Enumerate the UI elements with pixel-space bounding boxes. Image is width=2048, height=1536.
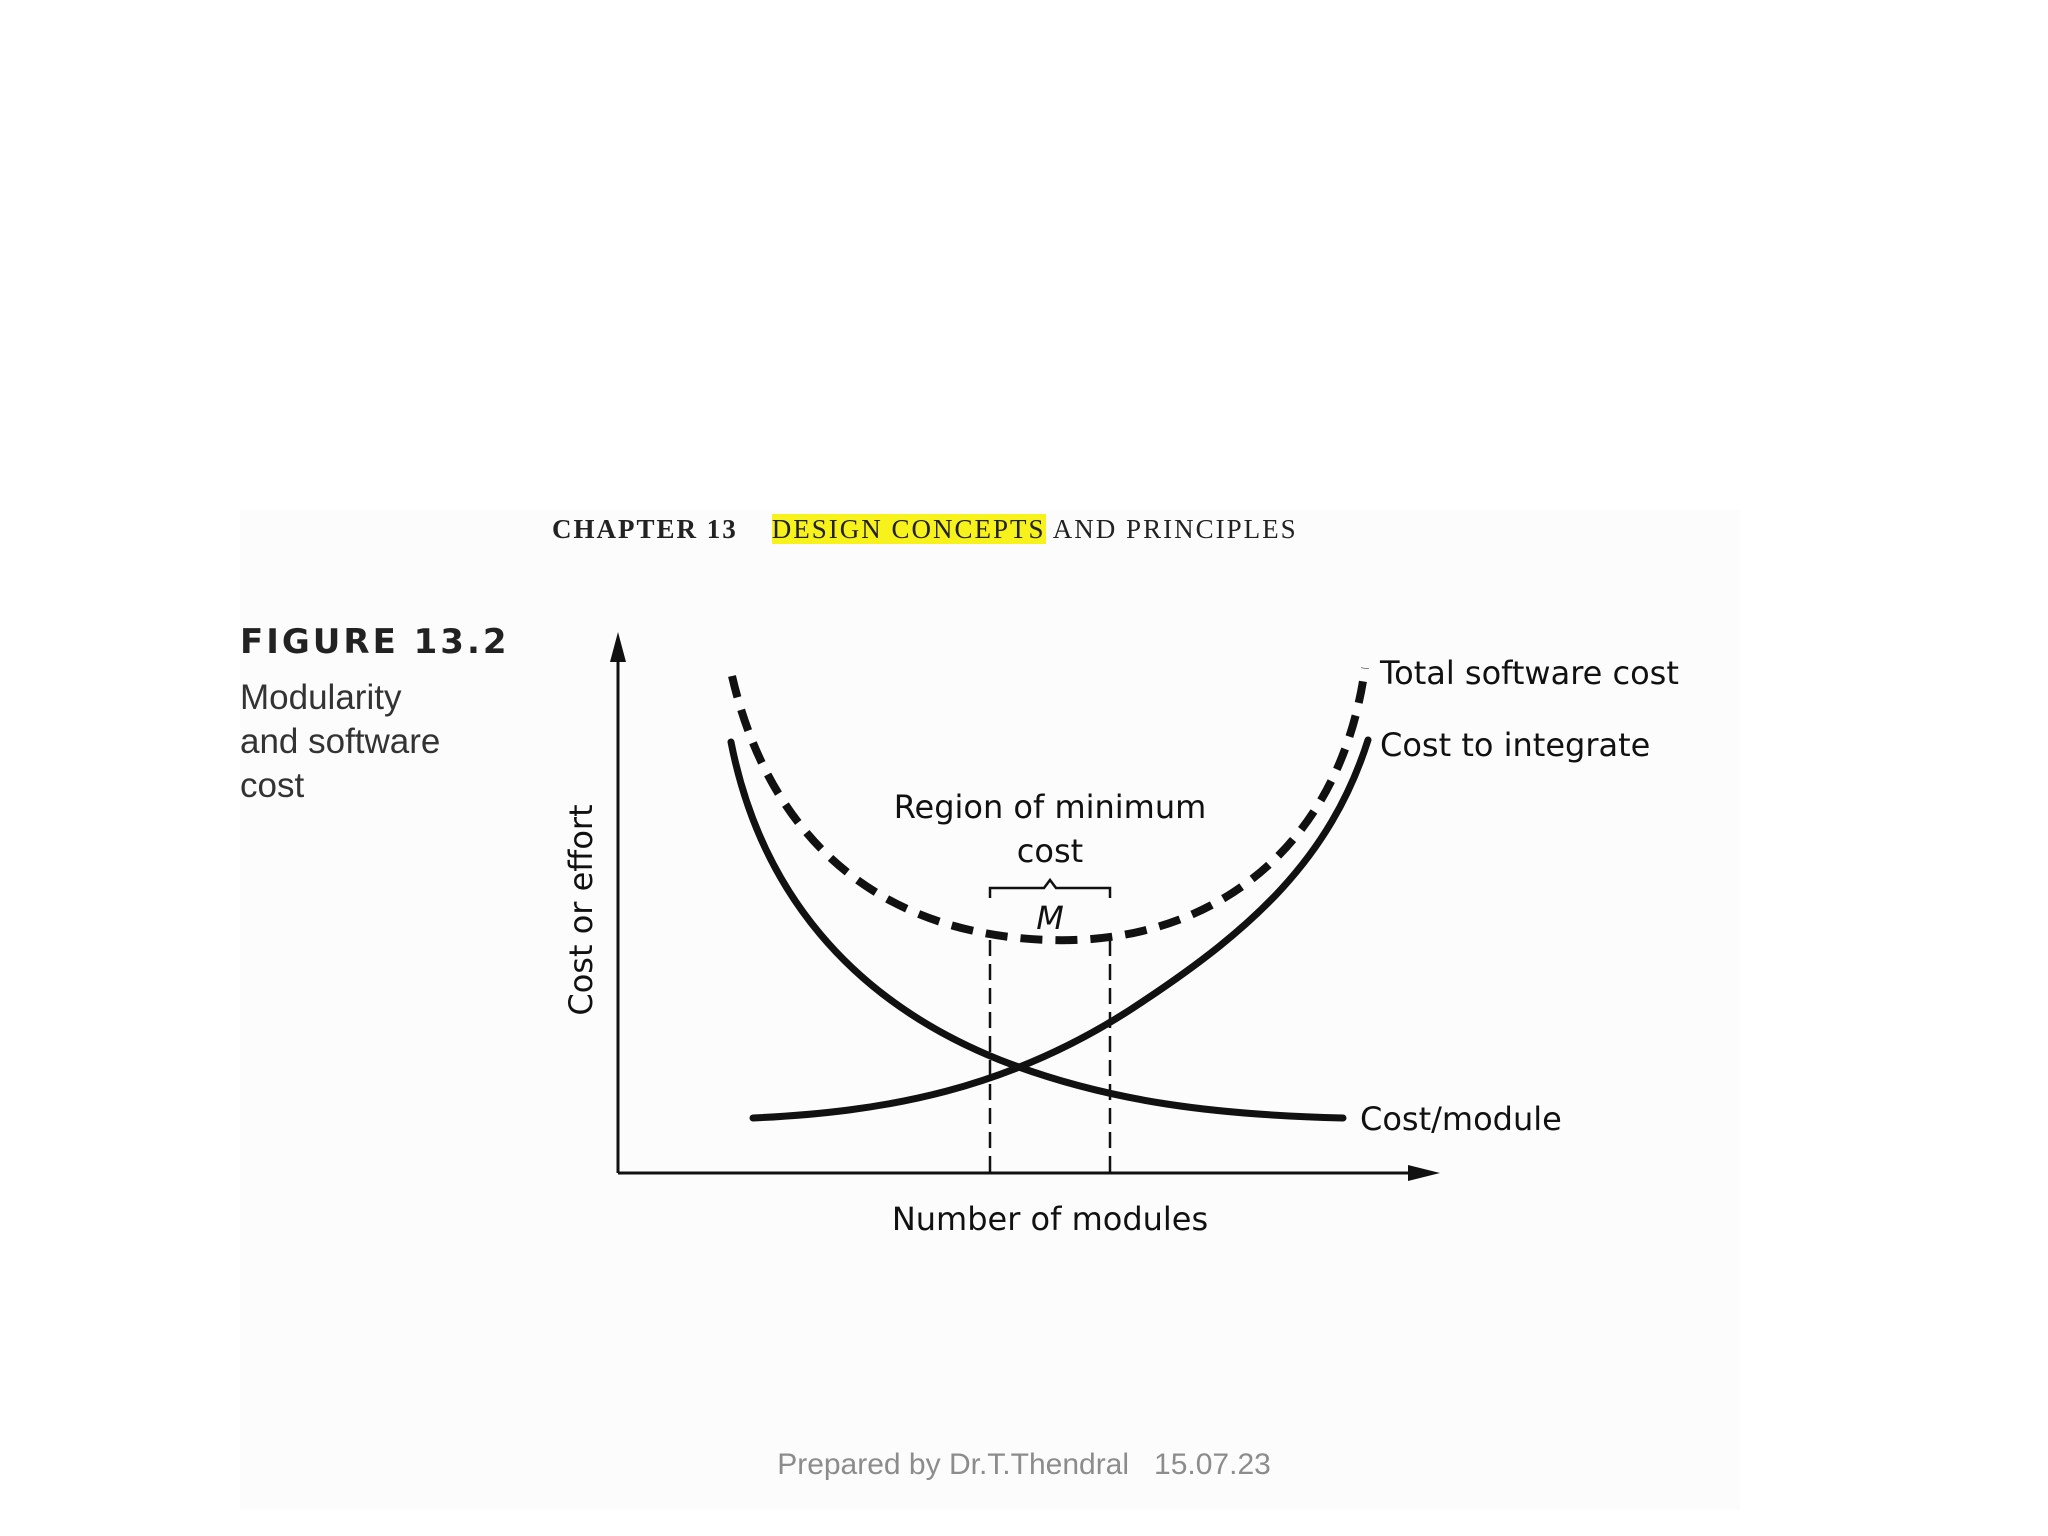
scanned-page-area — [240, 510, 1740, 1510]
cost-per-module-curve — [727, 738, 1347, 1122]
region-brace — [988, 877, 1112, 898]
chapter-header: CHAPTER 13 DESIGN CONCEPTS AND PRINCIPLES — [552, 514, 1298, 545]
region-label-line-1: Region of minimum — [894, 788, 1207, 826]
region-marker-m: M — [1036, 899, 1064, 937]
module-cost-label: Cost/module — [1360, 1100, 1562, 1138]
figure-caption: Modularity and software cost — [240, 676, 500, 808]
chapter-title-rest: AND PRINCIPLES — [1045, 514, 1298, 544]
y-axis-label: Cost or effort — [562, 804, 600, 1015]
total-cost-label: Total software cost — [1379, 654, 1679, 692]
highlighted-text: DESIGN CONCEPTS — [771, 514, 1046, 544]
caption-line: cost — [240, 766, 305, 805]
integrate-cost-label: Cost to integrate — [1380, 726, 1650, 764]
total-software-cost-curve — [728, 667, 1369, 945]
caption-line: and software — [240, 722, 441, 761]
footer-credit: Prepared by Dr.T.Thendral 15.07.23 — [777, 1448, 1271, 1481]
chapter-number: CHAPTER 13 — [552, 514, 738, 544]
figure-number: FIGURE 13.2 — [240, 622, 510, 662]
cost-to-integrate-curve — [749, 736, 1372, 1122]
x-axis-arrow — [1408, 1165, 1440, 1181]
caption-line: Modularity — [240, 678, 402, 717]
y-axis-arrow — [610, 632, 626, 662]
region-label-line-2: cost — [1017, 832, 1083, 870]
x-axis-label: Number of modules — [892, 1200, 1208, 1238]
